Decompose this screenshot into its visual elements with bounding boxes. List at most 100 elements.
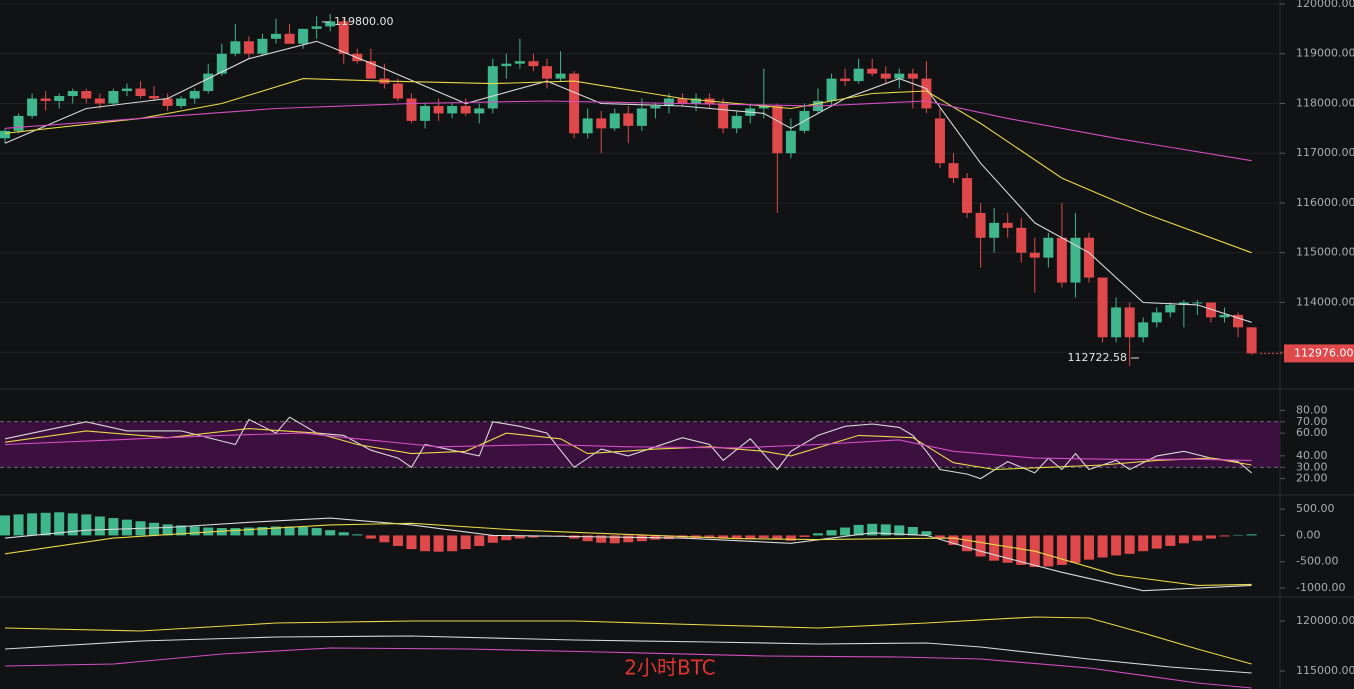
candle-body [636, 108, 647, 126]
histogram-bar [1178, 535, 1189, 544]
histogram-bar [230, 528, 241, 536]
histogram-bar [460, 535, 471, 550]
histogram-bar [867, 523, 878, 536]
candle-body [853, 68, 864, 82]
histogram-bar [40, 512, 51, 536]
y-tick-label: 117000.00 [1296, 146, 1354, 159]
y-tick-label: 119000.00 [1296, 47, 1354, 60]
histogram-bar [880, 524, 891, 536]
candle-body [731, 115, 742, 129]
histogram-bar [975, 535, 986, 557]
histogram-bar [121, 519, 132, 536]
histogram-bar [271, 526, 281, 536]
y-tick-label: 120000.00 [1296, 0, 1354, 10]
candle-body [243, 41, 254, 54]
candle-body [975, 212, 986, 238]
histogram-bar [514, 535, 525, 539]
histogram-bar [826, 530, 837, 536]
candle-body [880, 73, 891, 79]
watermark: 2小时BTC [624, 656, 715, 680]
histogram-bar [379, 535, 390, 543]
histogram-bar [94, 516, 105, 536]
histogram-bar [338, 532, 349, 536]
candle-body [921, 78, 932, 109]
histogram-bar [176, 525, 187, 536]
candle-body [555, 73, 566, 79]
indicator-line [4, 428, 1252, 471]
histogram-bar [1219, 535, 1230, 537]
histogram-bar [447, 535, 458, 552]
candle-body [1111, 307, 1122, 338]
histogram-bar [1192, 535, 1203, 541]
histogram-bar [108, 518, 119, 536]
histogram-bar [311, 528, 322, 536]
candle-body [663, 98, 674, 106]
candle-body [325, 21, 336, 27]
y-tick-label: -1000.00 [1296, 581, 1345, 594]
candle-body [1070, 237, 1081, 283]
candle-body [216, 53, 227, 74]
histogram-bar [772, 535, 783, 540]
candle-body [528, 61, 539, 67]
histogram-bar [474, 535, 485, 546]
candle-body [1043, 237, 1054, 258]
candle-body [176, 98, 187, 106]
candle-body [230, 41, 241, 54]
histogram-bar [1043, 535, 1054, 567]
histogram-bar [257, 527, 268, 536]
candle-body [40, 98, 51, 101]
indicator-line [4, 416, 1252, 480]
candle-body [1016, 227, 1027, 253]
candle-body [121, 88, 132, 92]
indicator-line [4, 40, 1252, 323]
candle-body [94, 98, 105, 104]
histogram-bar [989, 535, 1000, 561]
histogram-bar [948, 535, 959, 545]
indicator-line [4, 432, 1252, 461]
histogram-bar [921, 531, 932, 536]
histogram-bar [487, 535, 498, 543]
histogram-bar [609, 535, 620, 544]
histogram-bar [203, 527, 214, 536]
histogram-bar [907, 527, 918, 536]
candle-body [1178, 302, 1189, 305]
histogram-bar [1002, 535, 1013, 563]
candle-body [1056, 237, 1067, 283]
indicator-line [4, 647, 1252, 689]
candle-body [514, 61, 525, 64]
candle-body [81, 91, 92, 99]
histogram-bar [663, 535, 674, 540]
histogram-bar [284, 526, 295, 536]
histogram-bar [0, 515, 10, 536]
y-tick-label: 120000.00 [1296, 614, 1354, 627]
indicator-line [4, 635, 1252, 674]
candle-body [1124, 307, 1135, 338]
histogram-bar [785, 535, 796, 541]
candle-body [1002, 222, 1013, 228]
indicator-line [4, 78, 1252, 254]
candle-body [433, 105, 444, 114]
y-tick-label: 118000.00 [1296, 96, 1354, 109]
histogram-bar [162, 524, 173, 536]
histogram-bar [352, 534, 363, 536]
histogram-bar [1138, 535, 1149, 552]
y-tick-label: 115000.00 [1296, 246, 1354, 259]
y-tick-label: 70.00 [1296, 415, 1328, 428]
candle-body [162, 98, 173, 106]
histogram-bar [813, 533, 823, 536]
candle-body [460, 105, 471, 114]
candle-body [569, 73, 580, 134]
histogram-bar [623, 535, 634, 543]
candle-body [989, 222, 1000, 238]
candle-body [54, 96, 65, 101]
candle-body [0, 130, 10, 139]
indicator-line [4, 517, 1252, 592]
histogram-bar [758, 535, 769, 539]
candle-body [772, 105, 783, 154]
last-price-box [1284, 344, 1354, 363]
candle-body [1233, 314, 1244, 328]
histogram-bar [67, 513, 78, 536]
candle-body [501, 63, 512, 67]
